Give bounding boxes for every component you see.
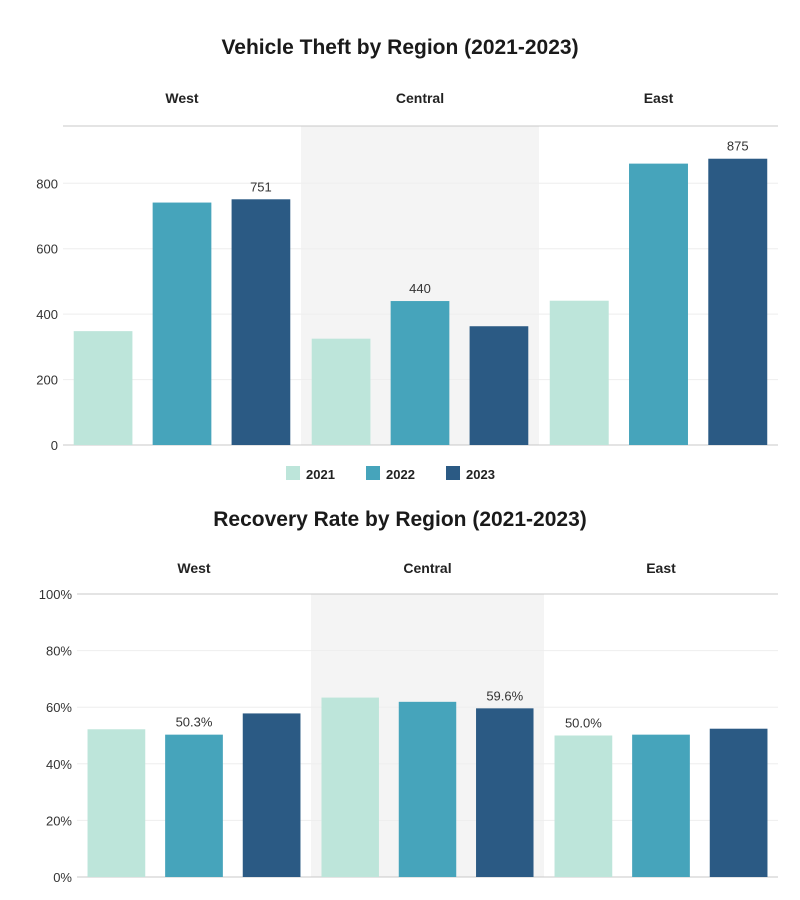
chart1-bar-east-2023 — [708, 158, 768, 445]
chart2-ytick-label: 20% — [46, 813, 72, 828]
chart2-data-label: 50.3% — [176, 715, 213, 730]
chart1-bar-west-2023 — [231, 199, 291, 445]
chart1-bar-central-2021 — [311, 338, 371, 445]
chart1-bar-central-2022 — [390, 301, 450, 445]
chart2-bar-east-2021 — [554, 735, 613, 877]
chart1-legend-label-2022: 2022 — [386, 467, 415, 482]
chart2-region-label-east: East — [646, 560, 676, 576]
chart1-bar-central-2023 — [469, 326, 529, 445]
chart2-bar-east-2023 — [709, 728, 768, 877]
chart1-legend-swatch-2021 — [286, 466, 300, 480]
chart1-bar-west-2021 — [73, 331, 133, 445]
chart2-ytick-label: 40% — [46, 757, 72, 772]
chart1-region-label-west: West — [165, 90, 199, 106]
chart1-bar-west-2022 — [152, 202, 212, 445]
chart2-ytick-label: 80% — [46, 644, 72, 659]
chart2-bar-central-2023 — [476, 708, 534, 877]
chart2-title: Recovery Rate by Region (2021-2023) — [213, 508, 587, 531]
chart2-ytick-label: 0% — [53, 870, 72, 885]
chart2-bar-east-2022 — [632, 734, 690, 877]
chart1-bar-east-2022 — [629, 163, 688, 445]
chart2-bar-central-2022 — [398, 701, 457, 877]
chart2-region-label-central: Central — [403, 560, 451, 576]
chart1-ytick-label: 0 — [51, 438, 58, 453]
chart2-data-label: 50.0% — [565, 716, 602, 731]
chart1-data-label: 751 — [250, 179, 272, 194]
chart2-region-label-west: West — [177, 560, 211, 576]
chart1-region-label-east: East — [644, 90, 674, 106]
chart2-ytick-label: 60% — [46, 700, 72, 715]
chart1-bar-east-2021 — [549, 300, 609, 445]
chart1-legend-swatch-2023 — [446, 466, 460, 480]
chart1-data-label: 875 — [727, 139, 749, 154]
chart2-bar-west-2022 — [165, 734, 223, 877]
chart2-data-label: 59.6% — [486, 688, 523, 703]
chart1-data-label: 440 — [409, 281, 431, 296]
chart1-ytick-label: 200 — [36, 373, 58, 388]
chart2-bar-west-2023 — [242, 713, 301, 877]
chart2-bar-west-2021 — [87, 729, 146, 877]
chart1-region-label-central: Central — [396, 90, 444, 106]
chart2-ytick-label: 100% — [39, 587, 73, 602]
chart1-legend-label-2021: 2021 — [306, 467, 335, 482]
chart1-legend-label-2023: 2023 — [466, 467, 495, 482]
chart2-bar-central-2021 — [321, 697, 379, 877]
chart1-title: Vehicle Theft by Region (2021-2023) — [221, 36, 578, 59]
chart1-ytick-label: 400 — [36, 307, 58, 322]
chart1-ytick-label: 600 — [36, 242, 58, 257]
chart1-ytick-label: 800 — [36, 176, 58, 191]
chart1-legend-swatch-2022 — [366, 466, 380, 480]
